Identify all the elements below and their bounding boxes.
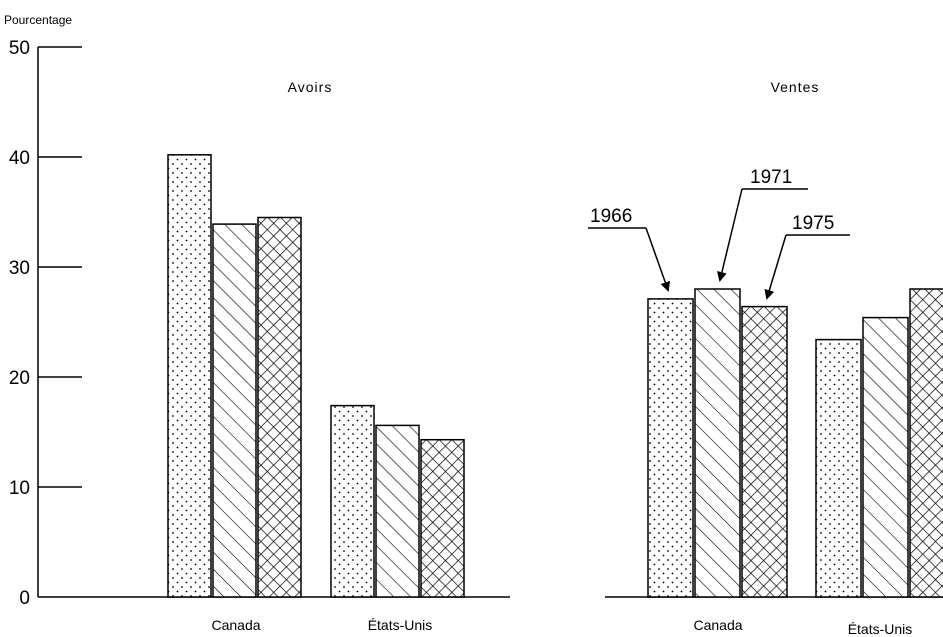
y-tick-label: 50 <box>9 38 30 59</box>
panel-ventes-title: Ventes <box>771 79 820 95</box>
bar-ventes-etats-unis-1966 <box>815 338 862 598</box>
callout-arrow-1966 <box>645 227 671 292</box>
panel-ventes-category-canada: Canada <box>693 617 742 633</box>
bar-ventes-canada-1966 <box>647 298 694 598</box>
panel-ventes-category-etats-unis: États-Unis <box>848 621 913 637</box>
y-axis-ticks: 0 10 20 30 40 50 <box>9 38 82 609</box>
callout-label-1966: 1966 <box>590 206 632 227</box>
bar-ventes-etats-unis-1971 <box>862 316 909 598</box>
y-tick-label: 30 <box>9 258 30 279</box>
y-tick-label: 20 <box>9 368 30 389</box>
bar-avoirs-canada-1971 <box>212 223 257 598</box>
panel-ventes-bars <box>647 288 943 598</box>
bar-ventes-etats-unis-1975 <box>909 288 943 598</box>
bar-avoirs-canada-1975 <box>257 216 302 598</box>
callout-arrow-1975 <box>764 234 787 300</box>
bar-ventes-canada-1975 <box>741 305 788 598</box>
panel-avoirs: Avoirs Canada États-Unis <box>38 79 510 633</box>
y-tick-label: 0 <box>19 588 30 609</box>
callout-label-1971: 1971 <box>750 167 792 188</box>
y-axis-label: Pourcentage <box>4 13 72 27</box>
panel-avoirs-title: Avoirs <box>288 79 333 95</box>
bar-ventes-canada-1971 <box>694 288 741 598</box>
callout-label-1975: 1975 <box>792 213 834 234</box>
callout-arrow-1971 <box>717 188 743 282</box>
bar-avoirs-canada-1966 <box>167 154 212 598</box>
panel-avoirs-category-canada: Canada <box>211 617 260 633</box>
y-tick-label: 40 <box>9 148 30 169</box>
panel-avoirs-bars <box>167 154 465 598</box>
panel-ventes: Ventes Canada États-Unis 1966 1971 1975 <box>588 79 943 637</box>
bar-avoirs-etats-unis-1966 <box>330 404 375 598</box>
bar-avoirs-etats-unis-1971 <box>375 424 420 598</box>
panel-avoirs-category-etats-unis: États-Unis <box>368 617 433 633</box>
bar-avoirs-etats-unis-1975 <box>420 438 465 598</box>
y-tick-label: 10 <box>9 478 30 499</box>
